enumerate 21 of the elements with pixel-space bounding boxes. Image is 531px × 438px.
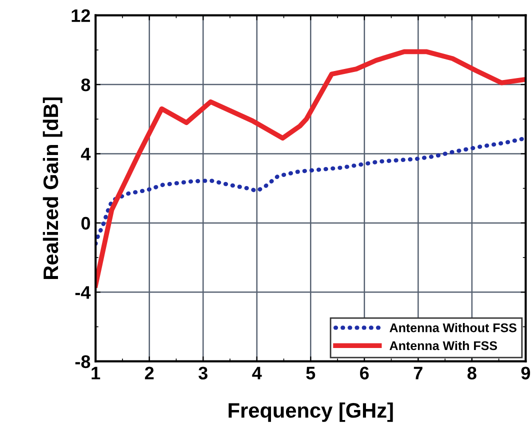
x-tick-label: 9 — [521, 366, 530, 380]
y-tick-label: 8 — [81, 78, 90, 92]
x-tick-label: 7 — [414, 366, 422, 380]
y-tick-label: 0 — [81, 216, 90, 230]
legend-label: Antenna Without FSS — [390, 323, 516, 332]
x-tick-label: 6 — [360, 366, 369, 380]
y-tick-label: -4 — [75, 286, 91, 299]
y-tick-label: -8 — [75, 355, 90, 368]
line-series — [96, 49, 526, 288]
x-tick-label: 5 — [306, 366, 316, 380]
x-tick-label: 1 — [92, 366, 100, 380]
x-tick-label: 4 — [252, 366, 262, 380]
x-tick-label: 8 — [467, 366, 476, 380]
y-tick-label: 12 — [72, 9, 90, 22]
x-tick-label: 3 — [198, 366, 208, 380]
x-tick-label: 2 — [144, 366, 154, 380]
x-axis-title: Frequency [GHz] — [228, 402, 393, 422]
legend-label: Antenna With FSS — [390, 340, 498, 350]
y-axis-title: Realized Gain [dB] — [42, 97, 62, 279]
line-series — [96, 136, 526, 246]
y-tick-label: 4 — [80, 148, 91, 160]
